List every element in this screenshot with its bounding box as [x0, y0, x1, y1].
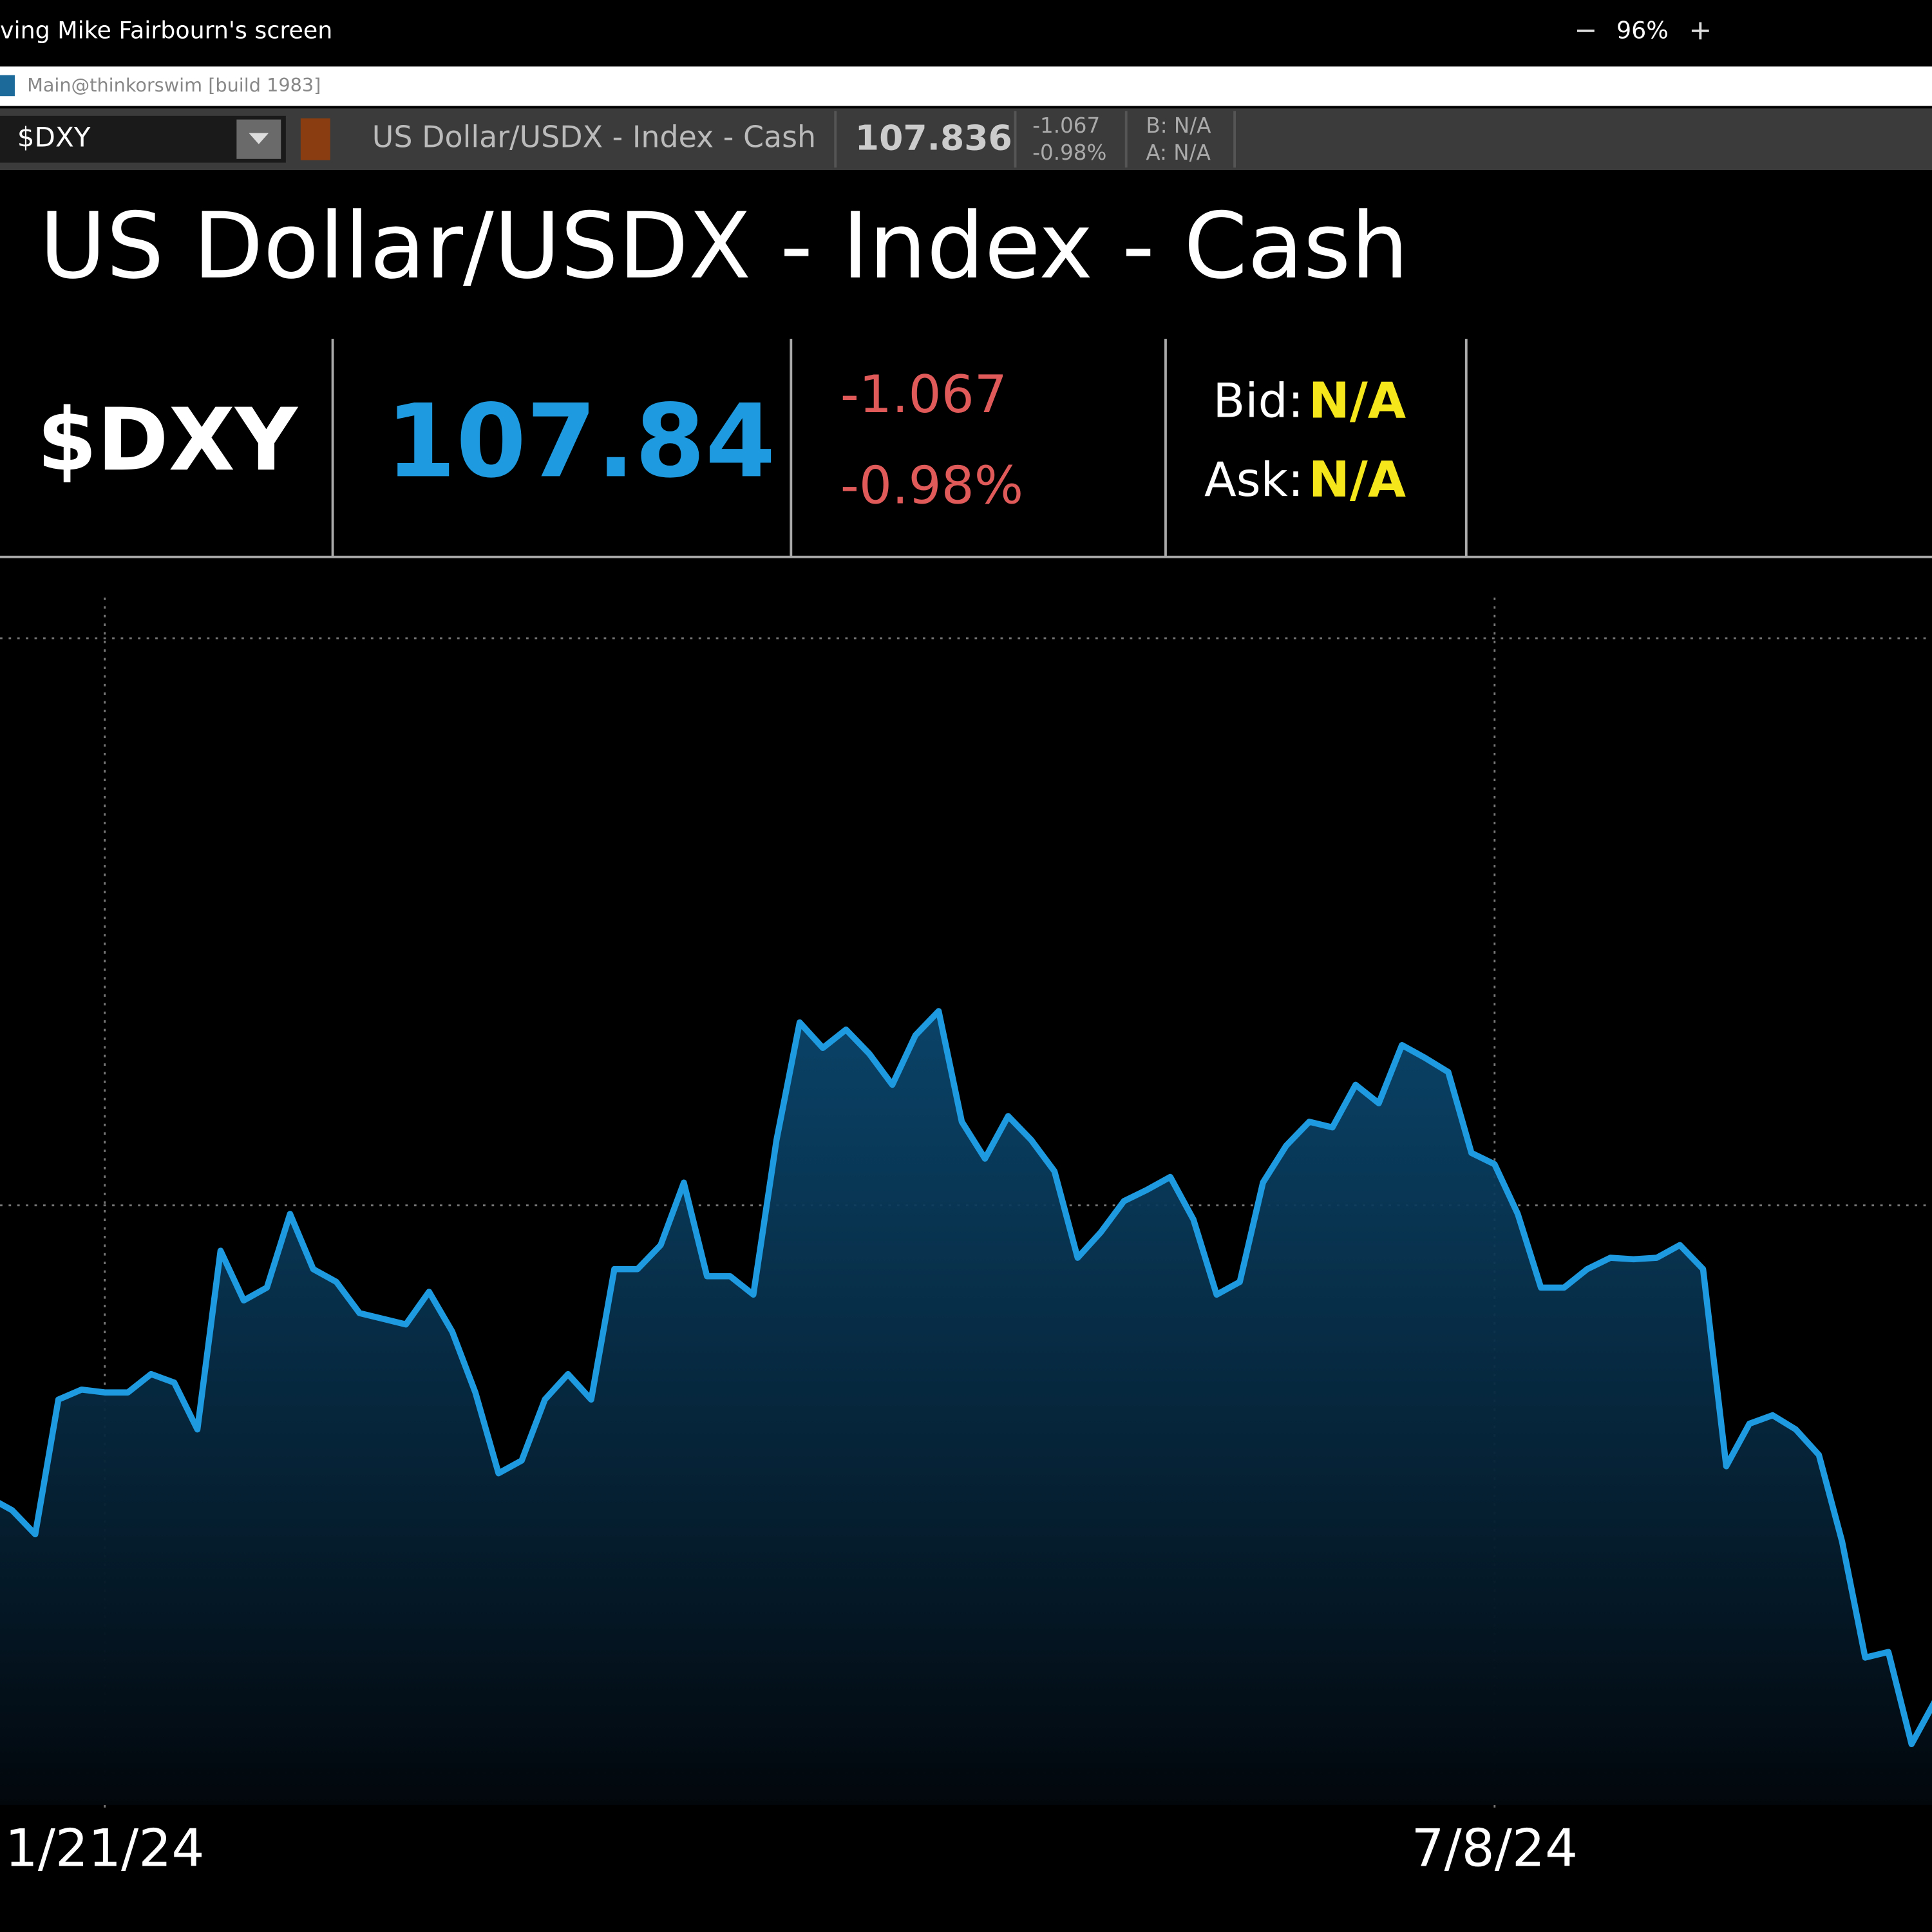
x-tick-label: 1/21/24 [5, 1818, 205, 1879]
toolbar-symbol: $DXY [17, 122, 91, 153]
chart: 1/21/24 7/8/24 [0, 597, 1932, 1879]
ask-label: Ask: [1204, 453, 1303, 507]
zoom-level: 96% [1616, 17, 1669, 44]
line [0, 1008, 1932, 1748]
bid-value: N/A [1309, 373, 1406, 430]
toolbar-bid: B: N/A [1146, 113, 1211, 138]
header-change-pct: -0.98% [840, 455, 1023, 516]
area [0, 1011, 1932, 1805]
app-icon [0, 75, 15, 97]
toolbar-last: 107.836 [855, 118, 1012, 158]
link-color[interactable] [300, 118, 330, 160]
header-last: 107.84 [386, 382, 775, 500]
toolbar-description: US Dollar/USDX - Index - Cash [372, 120, 816, 155]
window-title-bar [0, 66, 1932, 106]
sharing-label: ving Mike Fairbourn's screen [0, 17, 332, 44]
zoom-in[interactable] [1691, 22, 1709, 40]
toolbar-ask: A: N/A [1146, 140, 1210, 165]
toolbar-change-pct: -0.98% [1032, 140, 1106, 165]
window-title: Main@thinkorswim [build 1983] [27, 74, 321, 96]
dropdown-arrow [249, 133, 269, 144]
header-symbol: $DXY [37, 390, 299, 490]
header-title: US Dollar/USDX - Index - Cash [39, 194, 1408, 299]
x-tick-label: 7/8/24 [1411, 1818, 1578, 1879]
ask-value: N/A [1309, 451, 1406, 509]
header-change: -1.067 [840, 364, 1007, 424]
bid-label: Bid: [1213, 375, 1304, 429]
toolbar-change: -1.067 [1032, 113, 1100, 138]
